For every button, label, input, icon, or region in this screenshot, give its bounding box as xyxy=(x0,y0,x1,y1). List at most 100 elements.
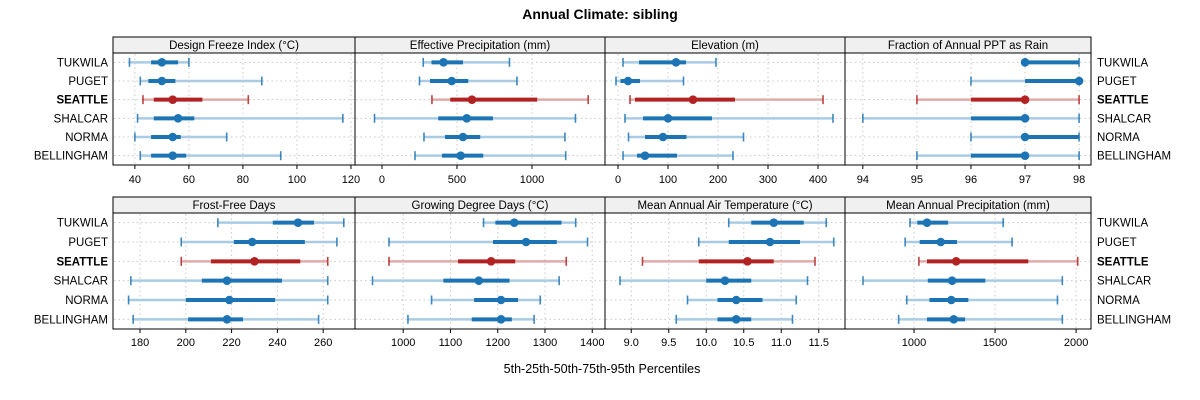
panel-elevation-m: Elevation (m) 0 100 200 300 400 xyxy=(604,36,846,186)
median-dot xyxy=(720,276,730,285)
axis-tick-label: 10.0 xyxy=(696,337,717,349)
percentile-series-bellingham xyxy=(139,151,282,161)
axis-tick-label: 1000 xyxy=(902,337,926,349)
station-label-right-seattle-row0: SEATTLE xyxy=(1097,95,1149,107)
axis-tick-label: 260 xyxy=(314,337,332,349)
axis-tick-label: 400 xyxy=(809,174,827,186)
station-label-left-shalcar-row0: SHALCAR xyxy=(54,113,108,125)
panel-plot-area xyxy=(844,52,1092,166)
percentile-series-puget xyxy=(180,237,338,247)
panel-growing-degree-days-c: Growing Degree Days (°C) 1000 1100 1200 1300… xyxy=(354,196,606,349)
axis-tick-label: 200 xyxy=(709,174,727,186)
percentile-series-shalcar xyxy=(373,113,577,123)
median-dot xyxy=(688,95,698,104)
median-dot xyxy=(663,114,673,123)
median-dot xyxy=(922,218,932,227)
axis-tick-label: 1100 xyxy=(439,337,463,349)
axis-tick-label: 9.5 xyxy=(661,337,676,349)
median-dot xyxy=(462,114,472,123)
panel-header-label: Elevation (m) xyxy=(691,40,759,52)
percentile-series-bellingham xyxy=(897,314,1064,324)
percentile-series-seattle xyxy=(629,95,824,105)
axis-tick-label: 100 xyxy=(288,174,306,186)
median-dot xyxy=(157,58,167,67)
axis-tick-label: 1200 xyxy=(485,337,509,349)
percentile-series-norma xyxy=(423,132,566,142)
station-label-left-bellingham-row0: BELLINGHAM xyxy=(34,151,108,163)
panel-plot-area xyxy=(604,52,846,166)
percentile-series-tukwila xyxy=(1020,57,1080,67)
station-label-right-puget-row1: PUGET xyxy=(1097,237,1137,249)
percentile-series-bellingham xyxy=(407,314,535,324)
panel-mean-annual-precipitation-mm: Mean Annual Precipitation (mm) 1000 1500 20… xyxy=(844,196,1092,349)
median-dot xyxy=(769,218,779,227)
station-label-left-seattle-row1: SEATTLE xyxy=(56,256,108,268)
station-label-right-puget-row0: PUGET xyxy=(1097,76,1137,88)
axis-tick-label: 11.5 xyxy=(808,337,829,349)
percentile-series-puget xyxy=(139,76,263,86)
panel-header-label: Mean Annual Precipitation (mm) xyxy=(886,200,1050,212)
percentile-series-puget xyxy=(697,237,835,247)
median-dot xyxy=(1074,76,1084,86)
axis-tick-label: 9.0 xyxy=(624,337,639,349)
axis-tick-label: 94 xyxy=(857,174,869,186)
station-label-right-norma-row0: NORMA xyxy=(1097,132,1140,144)
axis-tick-label: 1400 xyxy=(580,337,604,349)
panel-plot-area xyxy=(844,212,1092,330)
percentile-series-tukwila xyxy=(482,218,577,228)
station-label-left-norma-row0: NORMA xyxy=(65,132,108,144)
percentile-series-norma xyxy=(970,132,1080,142)
percentile-series-norma xyxy=(430,295,542,305)
panel-frost-free-days: Frost-Free Days 180 200 220 240 260 xyxy=(112,196,356,349)
axis-tick-label: 95 xyxy=(911,174,923,186)
percentile-series-seattle xyxy=(918,256,1079,266)
station-label-right-norma-row1: NORMA xyxy=(1097,295,1140,307)
percentile-series-puget xyxy=(970,76,1084,86)
median-dot xyxy=(1020,132,1030,142)
percentile-series-tukwila xyxy=(422,57,511,67)
median-dot xyxy=(247,237,257,247)
panel-plot-area xyxy=(112,212,356,330)
median-dot xyxy=(658,132,668,142)
percentile-series-tukwila xyxy=(727,218,828,228)
median-dot xyxy=(936,237,946,247)
station-label-right-tukwila-row1: TUKWILA xyxy=(1097,218,1148,230)
percentile-series-tukwila xyxy=(622,57,717,67)
panel-plot-area xyxy=(354,52,606,166)
axis-tick-label: 80 xyxy=(237,174,249,186)
median-dot xyxy=(521,237,531,247)
station-label-left-tukwila-row1: TUKWILA xyxy=(57,218,108,230)
median-dot xyxy=(447,76,457,86)
panel-effective-precipitation-mm: Effective Precipitation (mm) 0 500 1000 xyxy=(354,36,606,186)
percentile-series-bellingham xyxy=(414,151,567,161)
median-dot xyxy=(1020,114,1030,123)
panel-header-label: Mean Annual Air Temperature (°C) xyxy=(637,200,812,212)
axis-tick-label: 240 xyxy=(268,337,286,349)
median-dot xyxy=(947,276,957,285)
median-dot xyxy=(157,76,167,86)
median-dot xyxy=(456,151,466,160)
percentile-series-bellingham xyxy=(675,314,794,324)
percentile-series-norma xyxy=(627,132,745,142)
axis-tick-label: 1000 xyxy=(391,337,415,349)
median-dot xyxy=(168,151,177,160)
station-label-right-shalcar-row1: SHALCAR xyxy=(1097,276,1151,288)
station-label-left-puget-row0: PUGET xyxy=(68,76,108,88)
axis-tick-label: 2000 xyxy=(1064,337,1088,349)
axis-tick-label: 10.5 xyxy=(733,337,754,349)
axis-tick-label: 60 xyxy=(183,174,195,186)
panel-header-label: Effective Precipitation (mm) xyxy=(410,40,551,52)
axis-tick-label: 500 xyxy=(448,174,466,186)
median-dot xyxy=(439,58,448,67)
median-dot xyxy=(458,132,468,142)
axis-tick-label: 11.0 xyxy=(771,337,792,349)
percentile-series-shalcar xyxy=(130,276,329,286)
median-dot xyxy=(222,315,232,324)
percentile-series-shalcar xyxy=(862,113,1080,123)
panel-header-label: Fraction of Annual PPT as Rain xyxy=(888,40,1048,52)
percentile-series-puget xyxy=(418,76,518,86)
percentile-series-seattle xyxy=(916,95,1080,105)
station-label-right-bellingham-row0: BELLINGHAM xyxy=(1097,151,1171,163)
median-dot xyxy=(1020,151,1030,160)
